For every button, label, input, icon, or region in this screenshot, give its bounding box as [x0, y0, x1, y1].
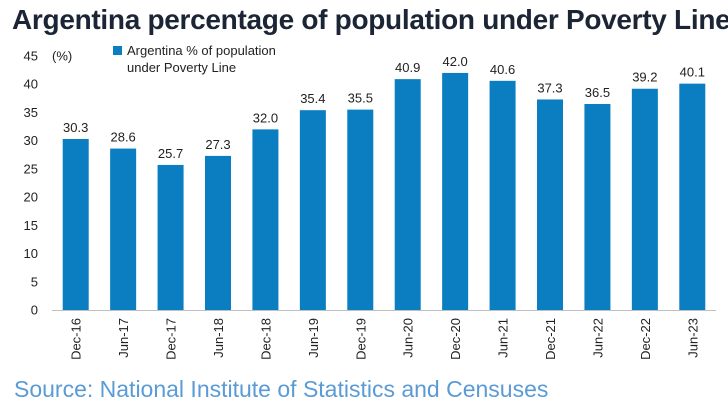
y-tick-label: 30 [24, 133, 38, 148]
bar-value-label: 39.2 [632, 70, 657, 85]
x-tick-label: Dec-20 [448, 318, 463, 360]
y-tick-label: 10 [24, 246, 38, 261]
y-tick-label: 25 [24, 161, 38, 176]
bar [62, 138, 89, 310]
x-tick-label: Jun-23 [685, 318, 700, 358]
bar-value-label: 32.0 [253, 110, 278, 125]
y-tick-label: 35 [24, 105, 38, 120]
legend-label: under Poverty Line [127, 60, 236, 75]
y-unit-label: (%) [52, 49, 72, 64]
bar [110, 148, 137, 310]
y-tick-label: 15 [24, 218, 38, 233]
bar-value-label: 40.9 [395, 60, 420, 75]
source-note: Source: National Institute of Statistics… [14, 376, 549, 402]
y-tick-label: 40 [24, 77, 38, 92]
bar [205, 155, 231, 310]
x-axis: Dec-16 Jun-17 Dec-17 Jun-18 Dec-18 Jun-19 Dec-… [52, 310, 716, 360]
x-tick-label: Jun-18 [211, 318, 226, 358]
x-tick-label: Dec-17 [164, 318, 179, 360]
bar [679, 83, 706, 310]
legend-label: Argentina % of population [127, 43, 276, 58]
x-tick-label: Dec-16 [69, 318, 84, 360]
x-tick-label: Dec-22 [638, 318, 653, 360]
bar-value-label: 42.0 [442, 54, 467, 69]
bar-value-label: 35.4 [300, 91, 325, 106]
bar [537, 99, 563, 310]
bar [157, 164, 184, 310]
y-tick-label: 5 [31, 274, 38, 289]
bar [442, 72, 469, 310]
bar-value-label: 25.7 [158, 146, 183, 161]
x-tick-label: Jun-22 [590, 318, 605, 358]
bar-series [62, 72, 706, 311]
legend: Argentina % of population under Poverty L… [113, 43, 276, 75]
bar-value-label: 36.5 [585, 85, 610, 100]
x-tick-label: Dec-18 [258, 318, 273, 360]
bar [631, 88, 658, 310]
x-tick-label: Jun-17 [116, 318, 131, 358]
x-tick-label: Jun-19 [306, 318, 321, 358]
y-axis: 0 5 10 15 20 25 30 35 40 45 (%) [24, 49, 73, 318]
bar [299, 110, 326, 310]
bar [347, 109, 374, 310]
y-tick-label: 0 [31, 303, 38, 318]
bar-value-label: 35.5 [348, 91, 373, 106]
x-tick-label: Jun-21 [496, 318, 511, 358]
bar-value-label: 40.1 [680, 65, 705, 80]
bar-value-label: 30.3 [63, 120, 88, 135]
bar-value-label: 40.6 [490, 62, 515, 77]
legend-swatch [113, 46, 122, 55]
chart-title: Argentina percentage of population under… [12, 4, 728, 35]
data-labels: 30.3 28.6 25.7 27.3 32.0 35.4 35.5 40.9 42.0 40.6… [63, 54, 705, 161]
bar-value-label: 27.3 [205, 137, 230, 152]
bar-value-label: 28.6 [110, 130, 135, 145]
bar [394, 79, 421, 311]
bar [489, 80, 516, 310]
y-tick-label: 45 [24, 49, 38, 64]
x-tick-label: Jun-20 [401, 318, 416, 358]
x-tick-label: Dec-19 [353, 318, 368, 360]
bar-value-label: 37.3 [537, 80, 562, 95]
bar [584, 103, 611, 310]
y-tick-label: 20 [24, 190, 38, 205]
x-tick-label: Dec-21 [543, 318, 558, 360]
bar [252, 129, 279, 310]
